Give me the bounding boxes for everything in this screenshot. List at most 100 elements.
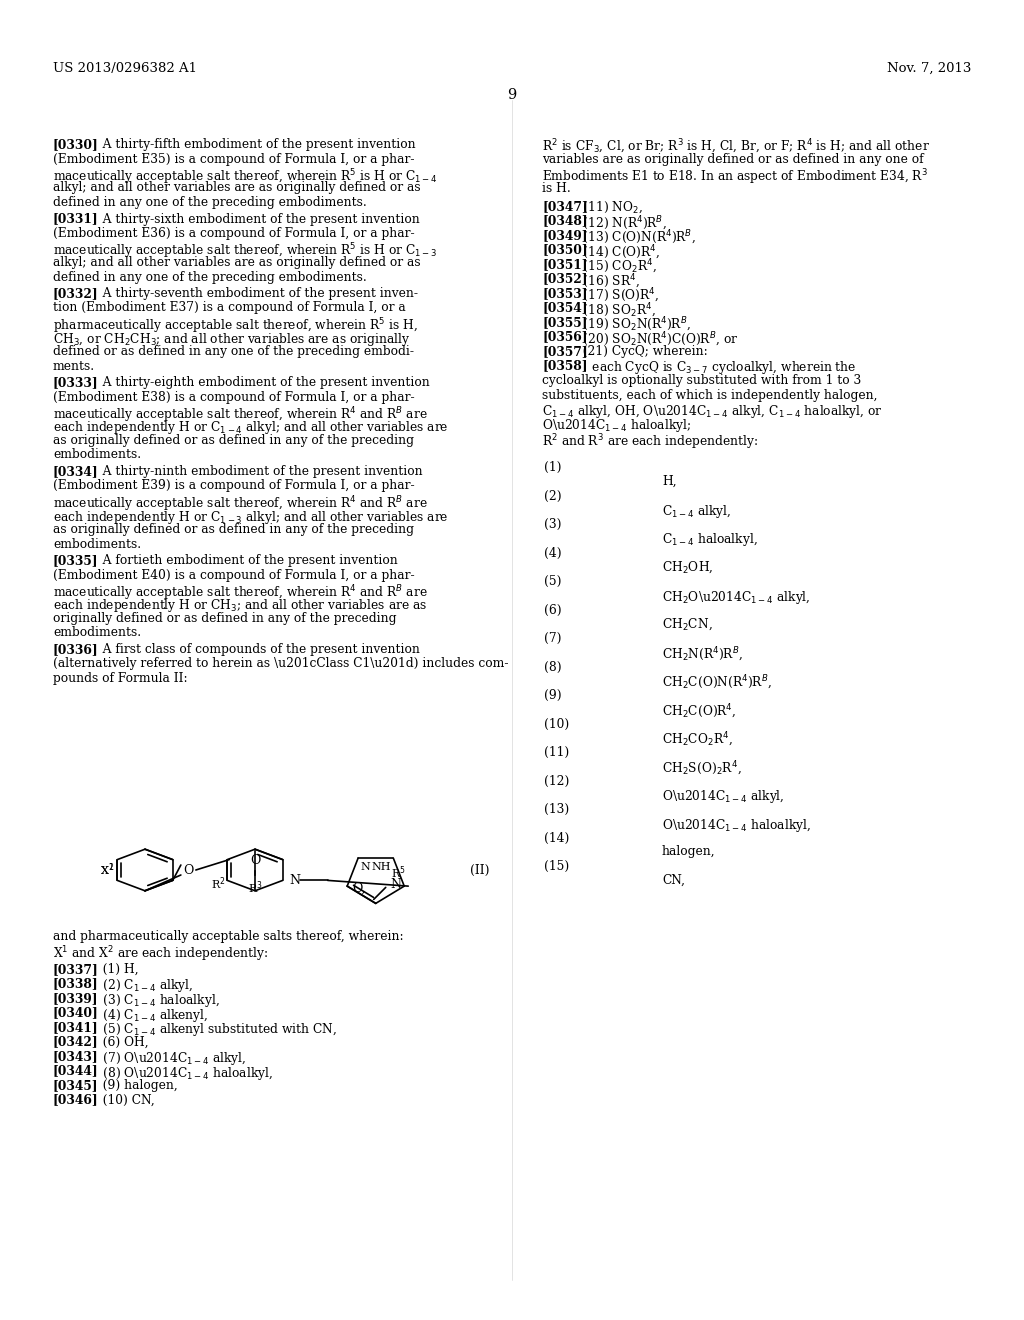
Text: CN,: CN, — [662, 874, 685, 887]
Text: O: O — [183, 863, 194, 876]
Text: CH$_3$, or CH$_2$CH$_3$; and all other variables are as originally: CH$_3$, or CH$_2$CH$_3$; and all other v… — [53, 330, 410, 347]
Text: [0345]: [0345] — [53, 1078, 98, 1092]
Text: [0348]: [0348] — [542, 214, 588, 227]
Text: [0331]: [0331] — [53, 213, 98, 226]
Text: CH$_2$OH,: CH$_2$OH, — [662, 560, 714, 576]
Text: A thirty-fifth embodiment of the present invention: A thirty-fifth embodiment of the present… — [91, 139, 416, 150]
Text: C$_{1-4}$ haloalkyl,: C$_{1-4}$ haloalkyl, — [662, 532, 758, 549]
Text: [0352]: [0352] — [542, 272, 588, 285]
Text: alkyl; and all other variables are as originally defined or as: alkyl; and all other variables are as or… — [53, 256, 421, 269]
Text: [0330]: [0330] — [53, 139, 98, 150]
Text: US 2013/0296382 A1: US 2013/0296382 A1 — [53, 62, 197, 75]
Text: (II): (II) — [470, 863, 489, 876]
Text: (9) halogen,: (9) halogen, — [91, 1078, 178, 1092]
Text: (15): (15) — [544, 861, 569, 873]
Text: Nov. 7, 2013: Nov. 7, 2013 — [887, 62, 971, 75]
Text: (3): (3) — [544, 517, 561, 531]
Text: A thirty-seventh embodiment of the present inven-: A thirty-seventh embodiment of the prese… — [91, 286, 418, 300]
Text: (13): (13) — [544, 803, 569, 816]
Text: [0350]: [0350] — [542, 243, 588, 256]
Text: A fortieth embodiment of the present invention: A fortieth embodiment of the present inv… — [91, 554, 397, 568]
Text: (6) OH,: (6) OH, — [91, 1035, 148, 1048]
Text: (8) O\u2014C$_{1-4}$ haloalkyl,: (8) O\u2014C$_{1-4}$ haloalkyl, — [91, 1064, 273, 1081]
Text: [0344]: [0344] — [53, 1064, 98, 1077]
Text: maceutically acceptable salt thereof, wherein R$^4$ and R$^B$ are: maceutically acceptable salt thereof, wh… — [53, 405, 428, 425]
Text: ments.: ments. — [53, 359, 95, 372]
Text: X$^1$: X$^1$ — [100, 862, 115, 878]
Text: (Embodiment E36) is a compound of Formula I, or a phar-: (Embodiment E36) is a compound of Formul… — [53, 227, 415, 240]
Text: [0354]: [0354] — [542, 301, 588, 314]
Text: embodiments.: embodiments. — [53, 627, 141, 639]
Text: N: N — [290, 874, 301, 887]
Text: as originally defined or as defined in any of the preceding: as originally defined or as defined in a… — [53, 523, 414, 536]
Text: H,: H, — [662, 474, 677, 487]
Text: each independently H or C$_{1-3}$ alkyl; and all other variables are: each independently H or C$_{1-3}$ alkyl;… — [53, 508, 449, 525]
Text: C$_{1-4}$ alkyl,: C$_{1-4}$ alkyl, — [662, 503, 731, 520]
Text: (13) C(O)N(R$^4$)R$^B$,: (13) C(O)N(R$^4$)R$^B$, — [571, 228, 695, 247]
Text: cycloalkyl is optionally substituted with from 1 to 3: cycloalkyl is optionally substituted wit… — [542, 374, 861, 387]
Text: [0357]: [0357] — [542, 345, 588, 358]
Text: (2): (2) — [544, 490, 561, 503]
Text: (16) SR$^4$,: (16) SR$^4$, — [571, 272, 640, 290]
Text: [0349]: [0349] — [542, 228, 588, 242]
Text: A thirty-eighth embodiment of the present invention: A thirty-eighth embodiment of the presen… — [91, 376, 430, 389]
Text: tion (Embodiment E37) is a compound of Formula I, or a: tion (Embodiment E37) is a compound of F… — [53, 301, 406, 314]
Text: NH: NH — [372, 862, 391, 873]
Text: [0342]: [0342] — [53, 1035, 98, 1048]
Text: (10) CN,: (10) CN, — [91, 1093, 155, 1106]
Text: (19) SO$_2$N(R$^4$)R$^B$,: (19) SO$_2$N(R$^4$)R$^B$, — [571, 315, 691, 334]
Text: [0356]: [0356] — [542, 330, 588, 343]
Text: O\u2014C$_{1-4}$ haloalkyl,: O\u2014C$_{1-4}$ haloalkyl, — [662, 817, 811, 833]
Text: N: N — [360, 862, 370, 873]
Text: (4): (4) — [544, 546, 561, 560]
Text: [0347]: [0347] — [542, 201, 588, 213]
Text: maceutically acceptable salt thereof, wherein R$^4$ and R$^B$ are: maceutically acceptable salt thereof, wh… — [53, 494, 428, 513]
Text: (12): (12) — [544, 775, 569, 788]
Text: alkyl; and all other variables are as originally defined or as: alkyl; and all other variables are as or… — [53, 181, 421, 194]
Text: defined in any one of the preceding embodiments.: defined in any one of the preceding embo… — [53, 271, 367, 284]
Text: R$^5$: R$^5$ — [391, 865, 406, 882]
Text: (21) CycQ; wherein:: (21) CycQ; wherein: — [571, 345, 708, 358]
Text: 9: 9 — [507, 88, 517, 102]
Text: C$_{1-4}$ alkyl, OH, O\u2014C$_{1-4}$ alkyl, C$_{1-4}$ haloalkyl, or: C$_{1-4}$ alkyl, OH, O\u2014C$_{1-4}$ al… — [542, 403, 883, 420]
Text: is H.: is H. — [542, 181, 570, 194]
Text: each independently H or C$_{1-4}$ alkyl; and all other variables are: each independently H or C$_{1-4}$ alkyl;… — [53, 420, 449, 437]
Text: as originally defined or as defined in any of the preceding: as originally defined or as defined in a… — [53, 434, 414, 447]
Text: O\u2014C$_{1-4}$ alkyl,: O\u2014C$_{1-4}$ alkyl, — [662, 788, 784, 805]
Text: Embodiments E1 to E18. In an aspect of Embodiment E34, R$^3$: Embodiments E1 to E18. In an aspect of E… — [542, 168, 928, 186]
Text: embodiments.: embodiments. — [53, 449, 141, 462]
Text: [0341]: [0341] — [53, 1020, 98, 1034]
Text: [0338]: [0338] — [53, 978, 98, 990]
Text: substituents, each of which is independently halogen,: substituents, each of which is independe… — [542, 388, 878, 401]
Text: variables are as originally defined or as defined in any one of: variables are as originally defined or a… — [542, 153, 924, 165]
Text: N: N — [390, 878, 401, 891]
Text: [0339]: [0339] — [53, 993, 98, 1005]
Text: (10): (10) — [544, 718, 569, 730]
Text: (6): (6) — [544, 603, 561, 616]
Text: (Embodiment E40) is a compound of Formula I, or a phar-: (Embodiment E40) is a compound of Formul… — [53, 569, 415, 582]
Text: CH$_2$C(O)R$^4$,: CH$_2$C(O)R$^4$, — [662, 702, 736, 721]
Text: (20) SO$_2$N(R$^4$)C(O)R$^B$, or: (20) SO$_2$N(R$^4$)C(O)R$^B$, or — [571, 330, 738, 348]
Text: (Embodiment E35) is a compound of Formula I, or a phar-: (Embodiment E35) is a compound of Formul… — [53, 153, 415, 165]
Text: (14): (14) — [544, 832, 569, 845]
Text: and pharmaceutically acceptable salts thereof, wherein:: and pharmaceutically acceptable salts th… — [53, 931, 403, 942]
Text: maceutically acceptable salt thereof, wherein R$^5$ is H or C$_{1-4}$: maceutically acceptable salt thereof, wh… — [53, 168, 437, 186]
Text: X$^2$: X$^2$ — [100, 862, 115, 878]
Text: [0343]: [0343] — [53, 1049, 98, 1063]
Text: A thirty-ninth embodiment of the present invention: A thirty-ninth embodiment of the present… — [91, 465, 423, 478]
Text: (Embodiment E38) is a compound of Formula I, or a phar-: (Embodiment E38) is a compound of Formul… — [53, 391, 415, 404]
Text: pounds of Formula II:: pounds of Formula II: — [53, 672, 187, 685]
Text: (1): (1) — [544, 461, 561, 474]
Text: (15) CO$_2$R$^4$,: (15) CO$_2$R$^4$, — [571, 257, 657, 276]
Text: (7): (7) — [544, 632, 561, 645]
Text: (3) C$_{1-4}$ haloalkyl,: (3) C$_{1-4}$ haloalkyl, — [91, 993, 220, 1008]
Text: (Embodiment E39) is a compound of Formula I, or a phar-: (Embodiment E39) is a compound of Formul… — [53, 479, 415, 492]
Text: [0340]: [0340] — [53, 1006, 98, 1019]
Text: CH$_2$S(O)$_2$R$^4$,: CH$_2$S(O)$_2$R$^4$, — [662, 759, 741, 777]
Text: defined or as defined in any one of the preceding embodi-: defined or as defined in any one of the … — [53, 345, 414, 358]
Text: CH$_2$O\u2014C$_{1-4}$ alkyl,: CH$_2$O\u2014C$_{1-4}$ alkyl, — [662, 589, 811, 606]
Text: [0351]: [0351] — [542, 257, 588, 271]
Text: (7) O\u2014C$_{1-4}$ alkyl,: (7) O\u2014C$_{1-4}$ alkyl, — [91, 1049, 247, 1067]
Text: (alternatively referred to herein as \u201cClass C1\u201d) includes com-: (alternatively referred to herein as \u2… — [53, 657, 509, 671]
Text: (8): (8) — [544, 660, 561, 673]
